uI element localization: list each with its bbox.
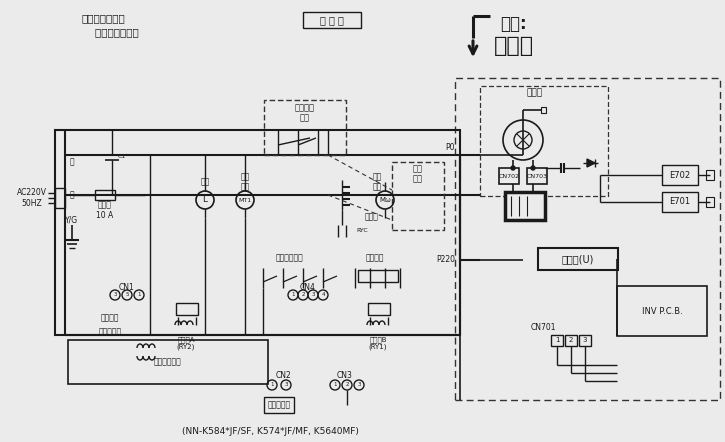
Text: 1: 1 [334,382,336,388]
Text: 2: 2 [345,382,349,388]
Text: AC220V
50HZ: AC220V 50HZ [17,188,47,208]
Text: 2: 2 [569,338,573,343]
Text: 4: 4 [321,293,325,297]
Bar [706,170,714,180]
Text: MT1: MT1 [239,198,252,202]
Text: 微波炉不工作。: 微波炉不工作。 [82,27,138,37]
Text: 棕: 棕 [70,191,74,199]
Bar [662,165,698,185]
Text: 初级碰锁
开关: 初级碰锁 开关 [295,103,315,123]
Text: 3: 3 [113,293,117,297]
Text: L: L [202,195,207,205]
Text: 5: 5 [125,293,129,297]
Bar [392,162,444,230]
Bar [541,107,546,113]
Bar [480,86,608,196]
Bar [505,192,545,220]
Text: RYC: RYC [356,229,368,233]
Text: 低压变压器: 低压变压器 [99,328,122,336]
Circle shape [511,166,515,170]
Bar [551,335,563,346]
Bar [579,335,591,346]
Text: 转盘
电机: 转盘 电机 [241,172,249,192]
Bar [55,130,460,335]
Text: E702: E702 [669,171,690,179]
Text: 3: 3 [284,382,288,388]
Bar [527,168,547,184]
Text: CN703: CN703 [526,174,547,179]
Text: Y/G: Y/G [65,216,78,225]
Bar [176,303,198,315]
Bar [617,286,707,336]
Text: 1: 1 [137,293,141,297]
Text: 注意:: 注意: [500,15,526,33]
Text: 热敏电阻: 热敏电阻 [365,254,384,263]
Bar [538,248,618,270]
Text: 磁控管: 磁控管 [527,88,543,98]
Text: 3: 3 [583,338,587,343]
Text: 炉灯: 炉灯 [200,178,210,187]
Text: 保险丝
10 A: 保险丝 10 A [96,200,114,220]
Text: 注：炉门关闭。: 注：炉门关闭。 [82,13,125,23]
Text: P0: P0 [445,144,455,152]
Bar [303,12,361,28]
Bar [706,197,714,207]
Text: CN1: CN1 [119,282,135,292]
Bar [95,190,115,200]
Text: 继电器A
(RY2): 继电器A (RY2) [177,336,195,350]
Text: 2: 2 [302,293,304,297]
Bar [499,168,519,184]
Text: 蒸汽感应器: 蒸汽感应器 [268,400,291,409]
Text: 1: 1 [270,382,274,388]
Bar [358,270,398,282]
Text: CN3: CN3 [337,370,353,380]
Text: 变频器(U): 变频器(U) [562,254,594,264]
Text: 3: 3 [311,293,315,297]
Text: 高压区: 高压区 [494,36,534,56]
Text: 短路
开关: 短路 开关 [413,164,423,184]
Text: CN702: CN702 [499,174,520,179]
Text: 风扇
电机: 风扇 电机 [373,172,381,192]
Text: 1: 1 [555,338,559,343]
Bar [264,397,294,413]
Bar [565,335,577,346]
Polygon shape [587,159,595,167]
Bar [264,100,346,155]
Text: Mω: Mω [379,197,391,203]
Bar [455,78,720,400]
Bar [68,340,268,384]
Text: (NN-K584*JF/SF, K574*JF/MF, K5640MF): (NN-K584*JF/SF, K574*JF/MF, K5640MF) [181,427,358,437]
Text: E701: E701 [669,198,690,206]
Text: 3: 3 [357,382,361,388]
Text: CN701: CN701 [531,323,557,332]
Text: 次级碰锁开关: 次级碰锁开关 [276,254,304,263]
Bar [368,303,390,315]
Bar [55,188,65,208]
Text: P220: P220 [436,255,455,264]
Text: C1: C1 [118,155,126,160]
Text: 压敏电阻: 压敏电阻 [101,313,119,323]
Text: CN4: CN4 [300,282,316,292]
Text: CN2: CN2 [276,370,292,380]
Text: 蓝: 蓝 [70,157,74,167]
Text: 加热器: 加热器 [365,213,379,221]
Text: 新 高 压: 新 高 压 [320,15,344,25]
Text: 继电器B
(RY1): 继电器B (RY1) [369,336,387,350]
Text: 数据程序电路: 数据程序电路 [154,358,182,366]
Circle shape [531,166,535,170]
Text: INV P.C.B.: INV P.C.B. [642,306,682,316]
Text: 1: 1 [291,293,295,297]
Bar [662,192,698,212]
